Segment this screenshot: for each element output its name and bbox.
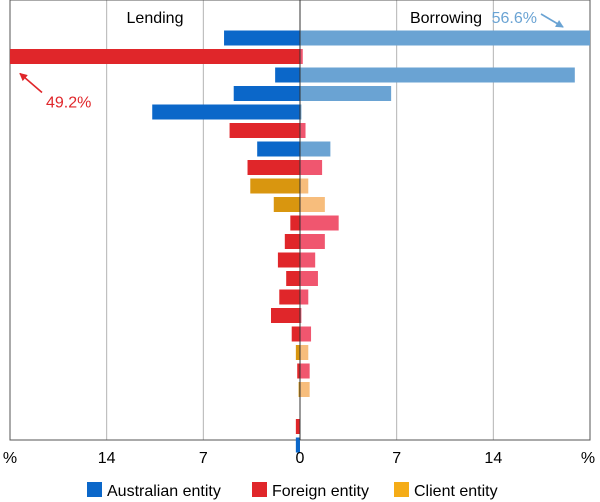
lending-bar: [290, 215, 300, 231]
lending-bar: [10, 49, 300, 64]
lending-bar: [295, 437, 300, 453]
legend-item: Australian entity: [87, 482, 221, 500]
x-unit-label-left: %: [3, 450, 17, 467]
lending-bar: [152, 104, 300, 120]
lending-bar: [273, 197, 300, 212]
lending-bar: [279, 289, 300, 305]
x-unit-label-right: %: [581, 450, 595, 467]
legend-label: Foreign entity: [272, 483, 369, 500]
annotations: 49.2% 56.6%: [19, 10, 564, 112]
lending-bar: [295, 345, 300, 360]
lending-bar: [275, 67, 300, 83]
lending-bar: [286, 271, 300, 286]
borrowing-bar: [300, 234, 325, 249]
x-tick-label: 7: [392, 450, 401, 467]
bars: [10, 30, 590, 453]
borrowing-bar: [300, 363, 310, 379]
borrowing-bar: [300, 308, 302, 323]
borrowing-bar: [300, 160, 323, 175]
borrowing-bar: [300, 30, 590, 46]
x-tick-label: 14: [98, 450, 116, 467]
borrowing-bar: [300, 271, 318, 286]
x-tick-label: 0: [296, 450, 305, 467]
legend-label: Client entity: [414, 483, 498, 500]
lending-bar: [291, 326, 300, 342]
lending-bar: [224, 30, 300, 46]
legend-swatch: [87, 482, 102, 497]
borrowing-bar: [300, 345, 309, 360]
lending-bar: [298, 382, 300, 397]
borrowing-bar: [300, 141, 331, 157]
borrowing-bar: [300, 67, 575, 83]
lending-bar: [277, 252, 300, 268]
annotation-arrow: [540, 13, 564, 28]
lending-bar: [229, 123, 300, 138]
lending-bar: [297, 363, 300, 379]
annotation-label: 56.6%: [492, 10, 537, 27]
borrowing-bar: [300, 197, 325, 212]
lending-title: Lending: [127, 10, 184, 27]
borrowing-bar: [300, 289, 309, 305]
lending-bar: [250, 178, 300, 194]
legend-label: Australian entity: [107, 483, 221, 500]
x-axis-ticks: 14 7 0 7 14%%: [3, 450, 595, 467]
borrowing-bar: [300, 123, 306, 138]
legend: Australian entity Foreign entity Client en…: [87, 482, 498, 500]
lending-bar: [233, 86, 300, 101]
borrowing-bar: [300, 252, 316, 268]
borrowing-bar: [300, 215, 339, 231]
lending-bar: [247, 160, 300, 175]
lending-bar: [295, 419, 300, 434]
borrowing-bar: [300, 382, 310, 397]
borrowing-bar: [300, 86, 392, 101]
borrowing-bar: [300, 326, 312, 342]
lending-bar: [271, 308, 300, 323]
borrowing-bar: [300, 49, 303, 64]
x-tick-label: 14: [484, 450, 502, 467]
annotation-arrow: [19, 72, 43, 94]
lending-bar: [257, 141, 300, 157]
legend-item: Foreign entity: [252, 482, 369, 500]
lending-bar: [284, 234, 300, 249]
legend-swatch: [394, 482, 409, 497]
legend-swatch: [252, 482, 267, 497]
annotation-label: 49.2%: [46, 95, 91, 112]
x-tick-label: 7: [199, 450, 208, 467]
legend-item: Client entity: [394, 482, 498, 500]
borrowing-bar: [300, 178, 309, 194]
borrowing-bar: [300, 104, 302, 120]
borrowing-title: Borrowing: [410, 10, 482, 27]
